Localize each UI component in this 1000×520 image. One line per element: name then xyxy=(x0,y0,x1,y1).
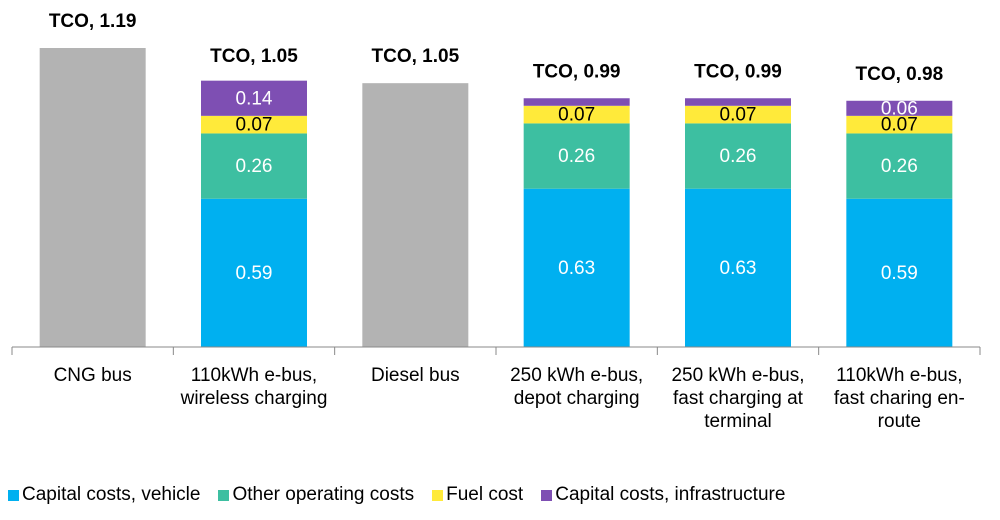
legend-label: Capital costs, vehicle xyxy=(22,484,201,505)
total-label: TCO, 1.05 xyxy=(372,46,460,67)
value-label: 0.59 xyxy=(236,263,273,284)
x-tick-label: 110kWh e-bus, wireless charging xyxy=(180,365,328,409)
bar-segment xyxy=(523,188,630,347)
value-label: 0.26 xyxy=(558,146,595,167)
legend-item: Fuel cost xyxy=(432,484,523,506)
value-label: 0.59 xyxy=(881,263,918,284)
value-label: 0.07 xyxy=(720,105,757,126)
x-tick-label: 250 kWh e-bus, fast charging at terminal xyxy=(671,365,805,432)
x-tick-label: Diesel bus xyxy=(370,365,460,386)
legend-swatch xyxy=(432,489,444,501)
x-tick-label: 250 kWh e-bus, depot charging xyxy=(510,365,644,409)
bar-segment xyxy=(685,105,791,124)
bar-segment xyxy=(523,105,630,124)
bar-segment xyxy=(523,98,630,106)
value-label: 0.07 xyxy=(881,115,918,136)
value-label: 0.26 xyxy=(881,156,918,177)
legend-item: Other operating costs xyxy=(218,484,414,506)
legend: Capital costs, vehicle Other operating co… xyxy=(8,484,785,506)
total-label: TCO, 0.98 xyxy=(856,64,944,85)
total-label: TCO, 0.99 xyxy=(533,61,621,82)
value-label: 0.07 xyxy=(236,115,273,136)
bar-segment xyxy=(685,188,791,347)
value-label: 0.26 xyxy=(720,146,757,167)
bar-segment xyxy=(201,133,307,199)
bar-segment xyxy=(201,80,307,116)
bar-segment xyxy=(685,98,791,106)
legend-item: Capital costs, infrastructure xyxy=(541,484,785,506)
bar-segment xyxy=(846,133,953,199)
bar-segment xyxy=(201,198,307,347)
legend-label: Fuel cost xyxy=(446,484,524,505)
bar-segment xyxy=(846,115,953,134)
bar-segment xyxy=(201,115,307,134)
total-label: TCO, 1.05 xyxy=(210,46,298,67)
legend-swatch xyxy=(8,489,19,501)
bar xyxy=(39,48,146,347)
bar-segment xyxy=(685,123,791,189)
legend-swatch xyxy=(541,489,553,501)
value-label: 0.06 xyxy=(881,98,918,119)
value-label: 0.26 xyxy=(236,156,273,177)
legend-item: Capital costs, vehicle xyxy=(8,484,200,506)
bar xyxy=(362,83,469,348)
bar-segment xyxy=(846,100,953,116)
bar-segment xyxy=(523,123,630,189)
value-label: 0.63 xyxy=(558,258,595,279)
value-label: 0.63 xyxy=(720,258,757,279)
value-label: 0.14 xyxy=(236,88,273,109)
total-label: TCO, 0.99 xyxy=(694,61,782,82)
legend-label: Capital costs, infrastructure xyxy=(555,484,786,505)
legend-swatch xyxy=(218,489,230,501)
value-label: 0.07 xyxy=(558,105,595,126)
total-label: TCO, 1.19 xyxy=(49,11,137,32)
x-tick-label: 110kWh e-bus, fast charing en-route xyxy=(833,365,965,432)
bar-segment xyxy=(846,198,953,347)
x-tick-label: CNG bus xyxy=(53,365,132,386)
legend-label: Other operating costs xyxy=(232,484,415,505)
